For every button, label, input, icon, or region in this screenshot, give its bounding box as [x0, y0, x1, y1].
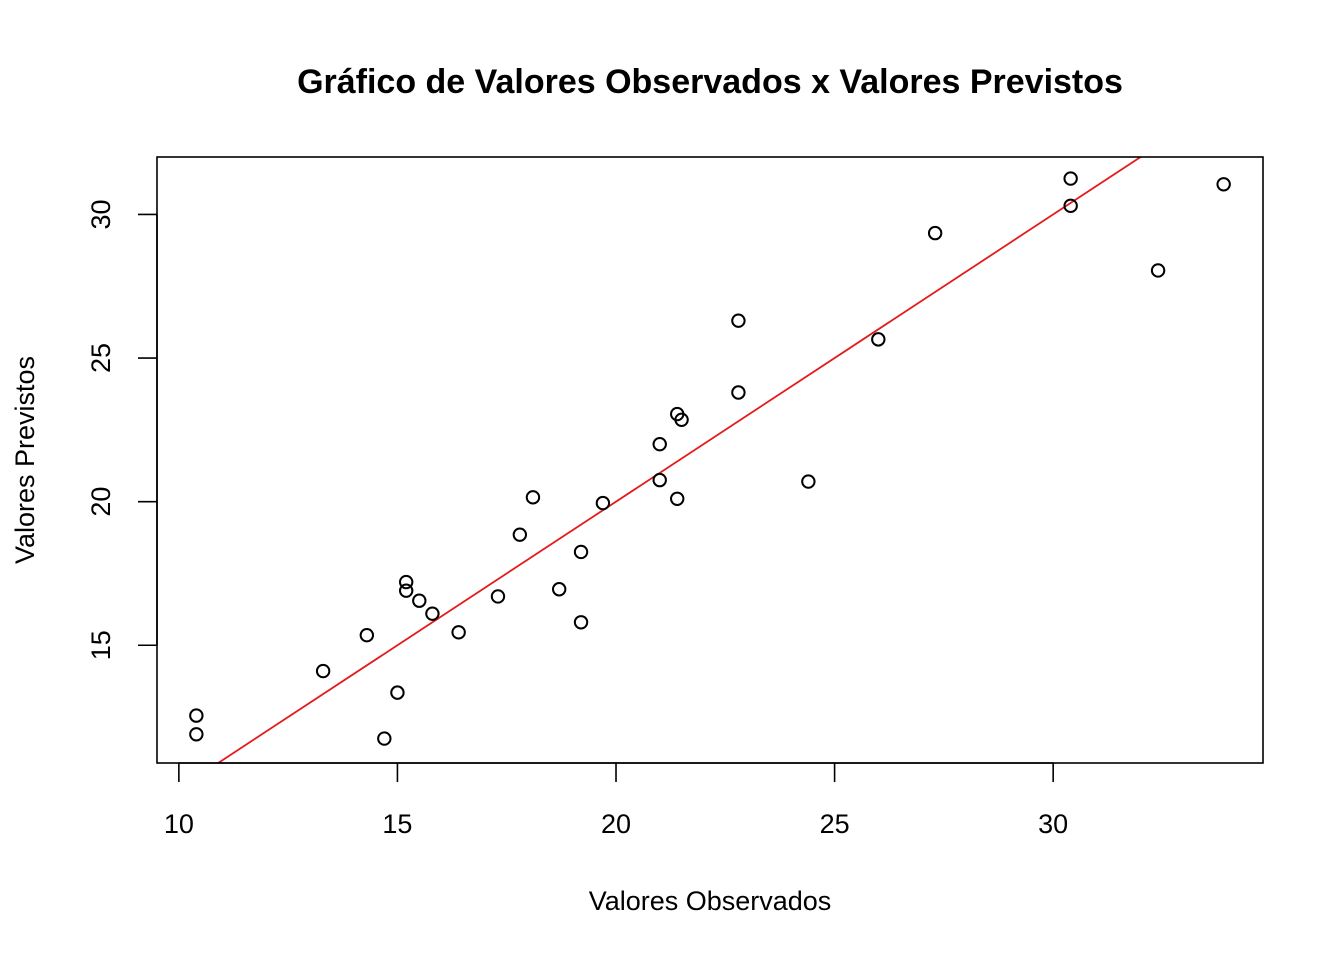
- x-tick-label: 10: [164, 809, 194, 839]
- x-axis: 10 15 20 25 30: [164, 762, 1068, 839]
- plot-frame: [156, 156, 1264, 764]
- data-point: [315, 663, 331, 679]
- data-point: [652, 437, 667, 452]
- x-tick-label: 25: [820, 809, 850, 839]
- data-point: [1063, 171, 1078, 186]
- x-tick-label: 15: [382, 809, 412, 839]
- data-point: [674, 412, 689, 427]
- data-point: [551, 582, 567, 597]
- y-tick-label: 30: [86, 199, 116, 229]
- x-tick-label: 30: [1038, 809, 1068, 839]
- data-point: [1216, 177, 1231, 192]
- data-point: [189, 708, 204, 723]
- data-point: [1150, 263, 1166, 278]
- data-point: [731, 385, 746, 400]
- y-tick-label: 25: [86, 343, 116, 373]
- data-point: [512, 527, 528, 542]
- data-point: [390, 685, 405, 700]
- chart-title: Gráfico de Valores Observados x Valores …: [297, 63, 1123, 101]
- data-point: [490, 589, 506, 604]
- y-axis-title: Valores Previstos: [10, 356, 40, 564]
- data-point: [927, 225, 943, 241]
- x-axis-title: Valores Observados: [589, 886, 832, 916]
- data-point: [801, 474, 816, 489]
- data-point: [573, 615, 589, 630]
- reference-line: [216, 157, 1143, 763]
- data-point: [412, 593, 427, 608]
- y-tick-label: 20: [86, 487, 116, 517]
- points-layer: [189, 171, 1231, 746]
- data-point: [871, 332, 886, 347]
- data-point: [377, 731, 392, 746]
- y-axis: 15 20 25 30: [86, 199, 158, 660]
- data-point: [652, 472, 667, 488]
- data-point: [189, 727, 204, 742]
- y-tick-label: 15: [86, 630, 116, 660]
- data-point: [670, 491, 685, 506]
- data-point: [525, 490, 541, 505]
- data-point: [595, 495, 611, 511]
- data-point: [398, 574, 414, 590]
- data-point: [573, 544, 589, 560]
- data-point: [731, 313, 746, 328]
- data-point: [359, 627, 375, 643]
- data-point: [1063, 198, 1078, 214]
- x-tick-label: 20: [601, 809, 631, 839]
- data-point: [425, 606, 440, 621]
- data-point: [398, 583, 414, 598]
- reference-line-layer: [216, 157, 1143, 763]
- data-point: [451, 625, 466, 640]
